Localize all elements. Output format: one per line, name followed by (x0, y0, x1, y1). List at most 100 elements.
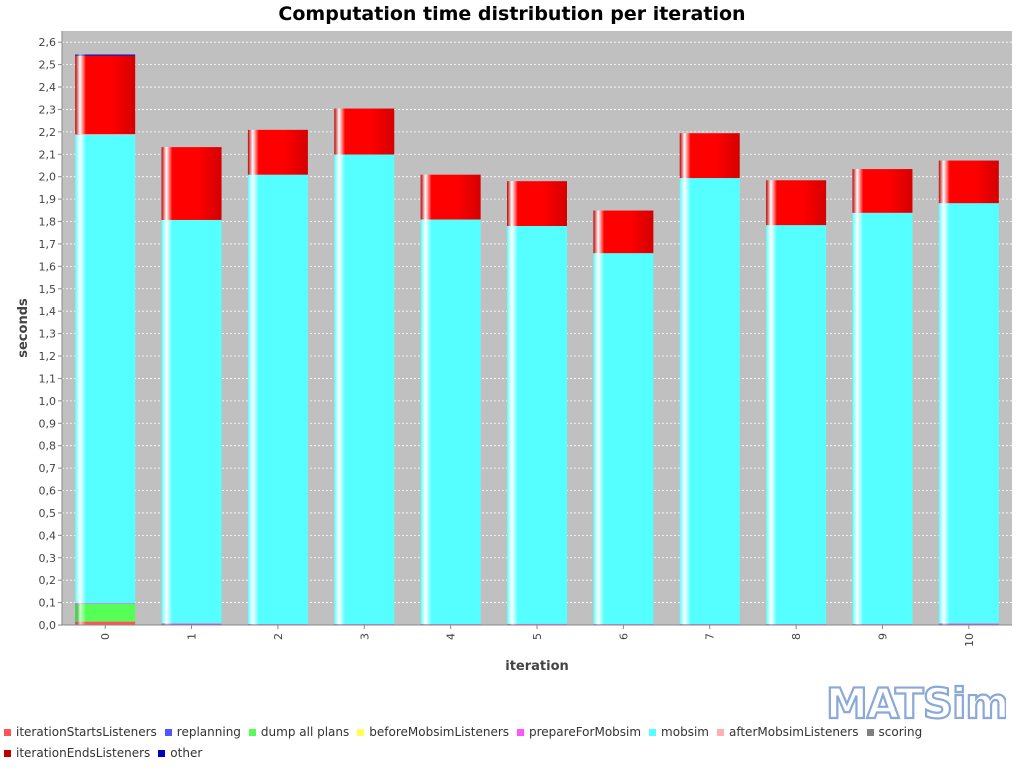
y-tick-label: 0,7 (39, 462, 57, 475)
y-tick-label: 2,1 (39, 148, 57, 161)
y-tick-label: 1,8 (39, 216, 57, 229)
legend-item: prepareForMobsim (517, 724, 641, 740)
y-tick-label: 2,4 (39, 81, 57, 94)
bar-segment-shine (938, 623, 999, 625)
y-tick-label: 1,3 (39, 328, 57, 341)
legend-swatch (649, 728, 657, 736)
y-tick-label: 0,1 (39, 597, 57, 610)
bar-segment-iterationEndsListeners (679, 133, 740, 179)
bar-segment-mobsim (766, 225, 827, 625)
legend-label: other (170, 746, 203, 760)
bar-segment-shine (75, 621, 136, 625)
legend-swatch (517, 728, 525, 736)
bar-segment-shine (161, 623, 222, 625)
bar-segment-mobsim (938, 203, 999, 624)
chart: 0,0 0,1 0,2 0,3 0,4 0,5 0,6 0,7 0,8 0,9 1,0 1,1 1,2 1… (16, 31, 1012, 674)
legend-item: iterationEndsListeners (4, 745, 150, 761)
bar-segment-iterationEndsListeners (938, 160, 999, 204)
bar-segment-iterationEndsListeners (507, 181, 567, 227)
bar-segment-mobsim (507, 226, 567, 624)
x-tick-label: 2 (272, 633, 285, 640)
y-tick-label: 0,2 (39, 574, 57, 587)
y-tick-label: 1,6 (39, 260, 57, 273)
bar-segment-shine (507, 623, 567, 625)
y-tick-label: 0,8 (39, 440, 57, 453)
x-tick-label: 0 (99, 633, 112, 640)
bar-segment-mobsim (420, 219, 481, 625)
bar-segment-iterationEndsListeners (161, 147, 222, 220)
legend-swatch (248, 728, 256, 736)
y-tick-label: 2,2 (39, 126, 57, 139)
bar-segment-mobsim (679, 178, 740, 625)
legend-label: scoring (878, 725, 923, 739)
legend-item: iterationStartsListeners (4, 724, 157, 740)
legend-label: iterationEndsListeners (16, 746, 151, 760)
legend-label: mobsim (661, 725, 709, 739)
bar-segment-mobsim (593, 253, 654, 625)
y-axis-label: seconds (16, 298, 31, 358)
x-tick-label: 1 (186, 633, 199, 640)
x-tick-label: 7 (704, 633, 717, 640)
bar-segment-iterationEndsListeners (766, 180, 827, 226)
legend-item: mobsim (649, 724, 709, 740)
legend-label: dump all plans (260, 725, 350, 739)
bar-segment-iterationEndsListeners (334, 108, 395, 155)
legend-label: afterMobsimListeners (728, 725, 859, 739)
y-tick-label: 1,4 (39, 305, 57, 318)
x-tick-label: 5 (531, 633, 544, 640)
bar-segment-mobsim (161, 219, 222, 624)
bar-segment-iterationEndsListeners (852, 169, 913, 213)
y-tick-label: 2,0 (39, 171, 57, 184)
y-tick-label: 1,7 (39, 238, 57, 251)
y-tick-label: 0,3 (39, 552, 57, 565)
y-tick-label: 2,5 (39, 59, 57, 72)
bar-segment-shine (161, 623, 222, 625)
bar-segment-iterationEndsListeners (420, 174, 481, 220)
svg-text:MATSim: MATSim (826, 680, 1006, 724)
x-tick-label: 4 (445, 633, 458, 640)
bar-segment-mobsim (334, 154, 395, 625)
y-tick-label: 1,5 (39, 283, 57, 296)
chart-title: Computation time distribution per iterat… (278, 3, 746, 25)
legend-item: beforeMobsimListeners (357, 724, 509, 740)
bar-segment-mobsim (852, 212, 913, 625)
legend-item: replanning (164, 724, 241, 740)
y-tick-label: 2,6 (39, 36, 57, 49)
y-tick-label: 0,0 (39, 619, 57, 632)
legend: iterationStartsListeners replanning dump a… (4, 724, 1020, 761)
x-axis-label: iteration (505, 659, 569, 674)
y-tick-label: 1,2 (39, 350, 57, 363)
bar-segment-shine (75, 54, 136, 56)
legend-swatch (866, 728, 874, 736)
y-tick-label: 1,0 (39, 395, 57, 408)
bar-segment-shine (75, 603, 136, 622)
bar-segment-mobsim (75, 134, 136, 604)
bar-segment-shine (938, 623, 999, 625)
bar-segment-iterationEndsListeners (247, 129, 308, 175)
legend-item: scoring (866, 724, 923, 740)
y-tick-label: 0,6 (39, 485, 57, 498)
bar-segment-shine (75, 603, 136, 605)
legend-label: prepareForMobsim (529, 725, 642, 739)
bar-segment-mobsim (247, 174, 308, 625)
y-tick-label: 1,1 (39, 372, 57, 385)
matsim-logo: MATSim (826, 680, 1006, 724)
x-tick-label: 6 (617, 633, 630, 640)
legend-swatch (164, 728, 172, 736)
legend-label: iterationStartsListeners (16, 725, 157, 739)
y-tick-label: 0,9 (39, 417, 57, 430)
legend-item: other (158, 745, 202, 761)
legend-swatch (158, 749, 166, 757)
x-tick-label: 8 (790, 633, 803, 640)
x-tick-label: 9 (876, 633, 889, 640)
bar-segment-iterationEndsListeners (75, 55, 136, 135)
bar-segment-iterationEndsListeners (593, 210, 654, 254)
legend-label: replanning (176, 725, 241, 739)
y-tick-label: 0,4 (39, 529, 57, 542)
y-tick-label: 2,3 (39, 103, 57, 116)
legend-label: beforeMobsimListeners (369, 725, 510, 739)
legend-swatch (4, 728, 11, 736)
y-tick-label: 1,9 (39, 193, 57, 206)
bar-segment-shine (75, 134, 136, 135)
x-tick-label: 10 (963, 633, 976, 647)
